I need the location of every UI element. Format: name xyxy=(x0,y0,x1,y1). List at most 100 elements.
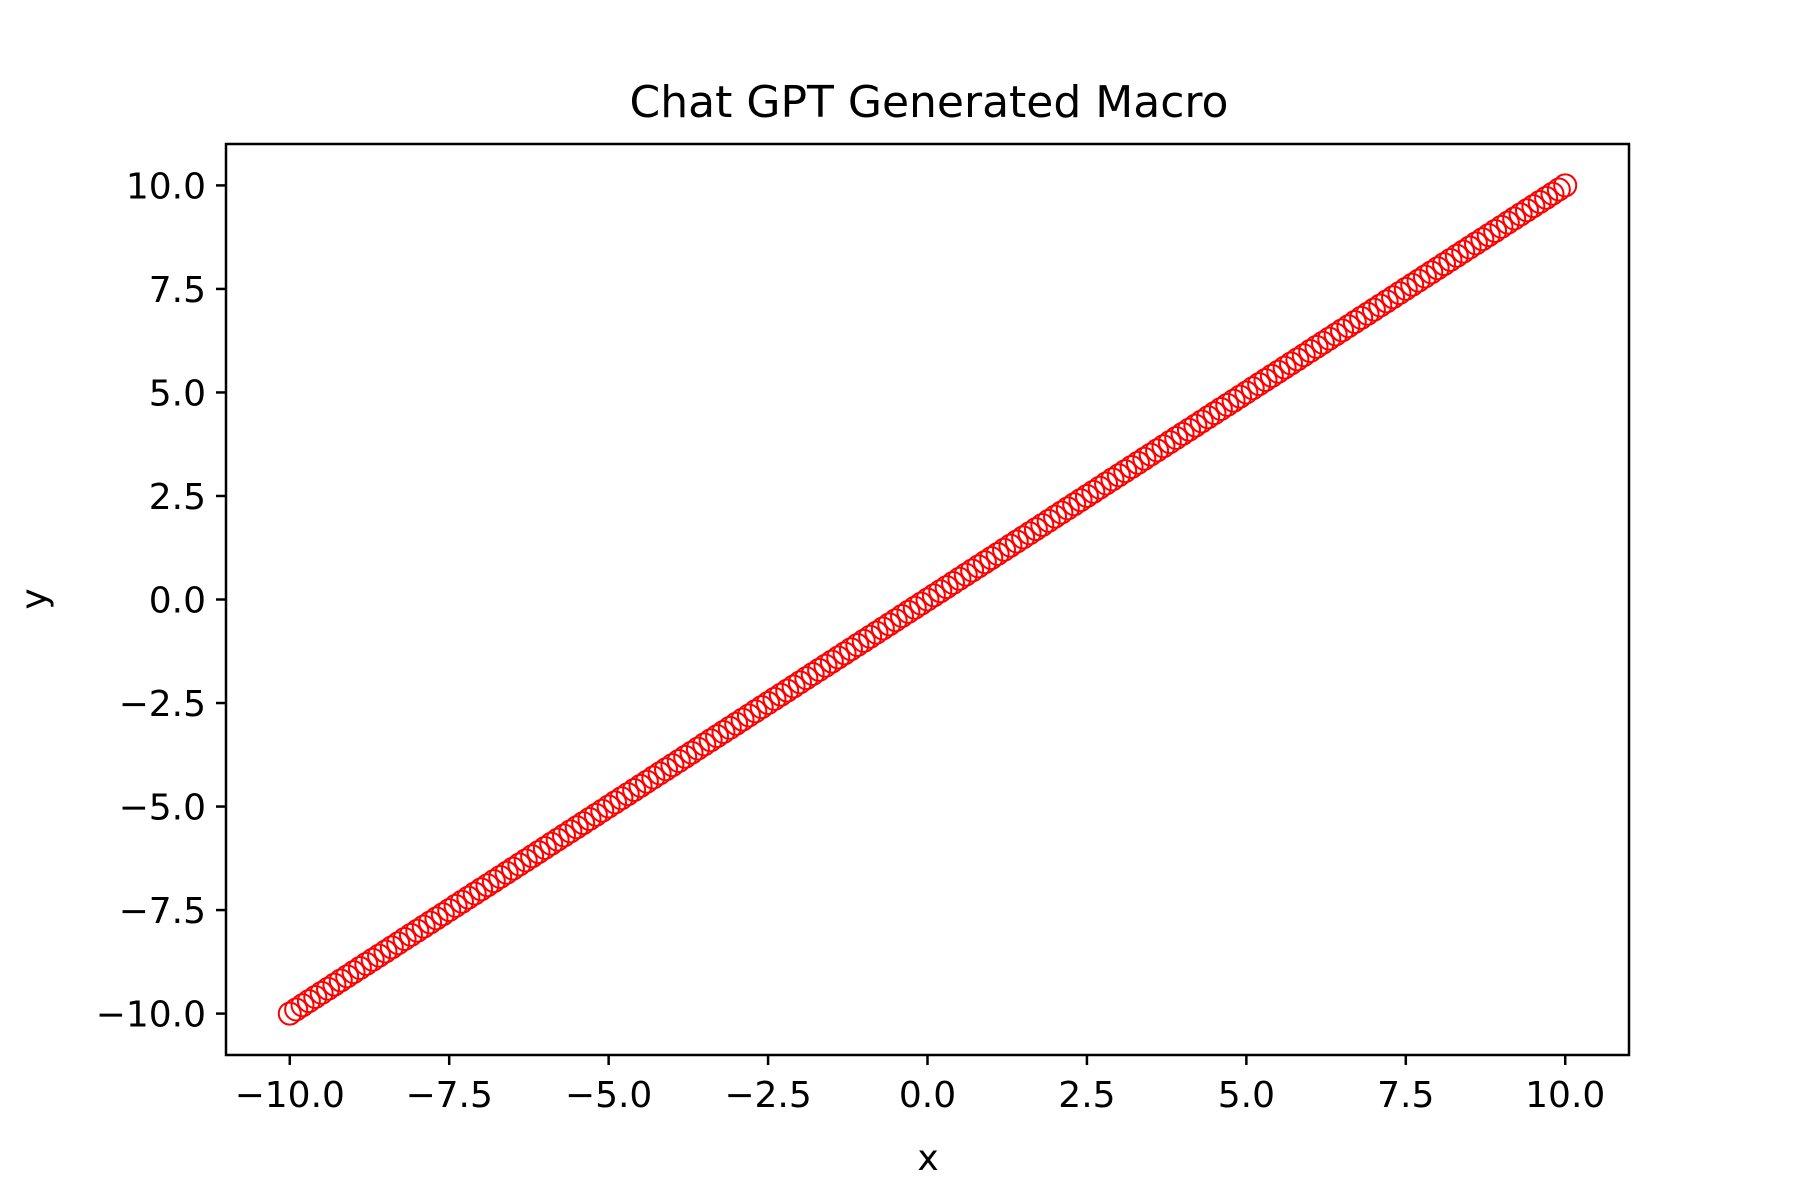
data-point xyxy=(386,931,411,956)
data-point xyxy=(1514,198,1539,223)
data-point xyxy=(1540,181,1565,206)
data-point xyxy=(960,558,985,583)
data-point xyxy=(1419,260,1444,285)
x-tick-label: 5.0 xyxy=(1218,1075,1275,1116)
data-point xyxy=(717,715,742,740)
x-tick-label: −10.0 xyxy=(235,1075,345,1116)
x-tick-label: −2.5 xyxy=(724,1075,811,1116)
data-point xyxy=(1094,471,1119,496)
data-point xyxy=(679,740,704,765)
data-point xyxy=(1240,376,1265,401)
data-point xyxy=(1113,459,1138,484)
data-point xyxy=(590,798,615,823)
data-point xyxy=(1349,305,1374,330)
data-point xyxy=(909,591,934,616)
y-tick-label: −10.0 xyxy=(96,995,206,1036)
y-axis: −10.0 −7.5 −5.0 −2.5 0.0 2.5 5.0 7.5 10.0 xyxy=(96,166,226,1036)
axes-frame xyxy=(224,142,1631,1057)
data-point xyxy=(596,794,621,819)
data-point xyxy=(934,575,959,600)
x-tick-label: 2.5 xyxy=(1058,1075,1115,1116)
data-point xyxy=(1004,529,1029,554)
data-point xyxy=(953,562,978,587)
data-point xyxy=(736,703,761,728)
data-point xyxy=(1125,450,1150,475)
data-point xyxy=(1253,368,1278,393)
data-point xyxy=(1432,252,1457,277)
data-point xyxy=(858,624,883,649)
y-tick-label: −7.5 xyxy=(119,891,206,932)
data-point xyxy=(398,922,423,947)
x-axis: −10.0 −7.5 −5.0 −2.5 0.0 2.5 5.0 7.5 10.0 xyxy=(235,1055,1605,1116)
data-point xyxy=(1196,405,1221,430)
y-tick-label: 5.0 xyxy=(149,373,206,414)
data-point xyxy=(756,691,781,716)
data-point xyxy=(1164,426,1189,450)
data-point xyxy=(1425,256,1450,281)
data-point xyxy=(379,935,404,960)
data-point xyxy=(373,939,398,964)
data-point xyxy=(775,678,800,703)
data-point xyxy=(692,732,717,757)
data-point xyxy=(807,657,832,682)
data-point xyxy=(826,645,851,670)
data-point xyxy=(437,898,462,923)
data-point xyxy=(1342,310,1367,335)
data-point xyxy=(1266,359,1291,384)
data-point xyxy=(526,840,551,865)
data-point xyxy=(354,951,379,976)
data-point xyxy=(462,881,487,906)
data-point xyxy=(724,711,749,736)
data-point xyxy=(309,980,334,1005)
data-point xyxy=(730,707,755,732)
y-axis-label: y xyxy=(14,588,55,609)
data-point xyxy=(532,835,557,860)
data-point xyxy=(583,802,608,827)
data-point xyxy=(539,831,564,856)
data-point xyxy=(1030,512,1055,537)
data-point xyxy=(838,637,863,662)
data-point xyxy=(1444,243,1469,268)
data-point xyxy=(1495,210,1520,235)
data-point xyxy=(698,728,723,753)
data-point xyxy=(1489,214,1514,239)
chart-title: Chat GPT Generated Macro xyxy=(630,77,1229,128)
data-point xyxy=(902,595,927,620)
data-point xyxy=(992,537,1017,562)
data-point xyxy=(347,956,372,981)
data-point xyxy=(520,844,545,869)
data-point xyxy=(641,765,666,790)
data-point xyxy=(1215,392,1240,417)
data-point xyxy=(1049,500,1074,525)
data-point xyxy=(1138,442,1163,467)
data-point xyxy=(1247,372,1272,397)
data-point xyxy=(418,910,443,935)
data-point xyxy=(290,993,315,1018)
data-point xyxy=(941,570,966,595)
data-point xyxy=(558,819,583,844)
data-point xyxy=(1087,475,1112,500)
y-tick-label: 2.5 xyxy=(149,477,206,518)
data-point xyxy=(819,649,844,674)
data-point xyxy=(711,720,736,745)
data-point xyxy=(456,885,481,910)
data-point xyxy=(787,670,812,695)
data-point xyxy=(1106,463,1131,488)
data-point xyxy=(577,806,602,831)
data-point xyxy=(768,682,793,707)
data-point xyxy=(1151,434,1176,459)
data-point xyxy=(303,985,328,1010)
data-point xyxy=(1470,227,1495,252)
data-point xyxy=(1055,496,1080,521)
data-point xyxy=(966,554,991,579)
data-point xyxy=(762,686,787,711)
data-point xyxy=(1387,281,1412,306)
data-point xyxy=(500,856,525,881)
data-point xyxy=(813,653,838,678)
data-point xyxy=(328,968,353,993)
data-point xyxy=(1017,521,1042,546)
data-point xyxy=(296,989,321,1014)
data-point xyxy=(896,599,921,624)
data-point xyxy=(1279,351,1303,376)
